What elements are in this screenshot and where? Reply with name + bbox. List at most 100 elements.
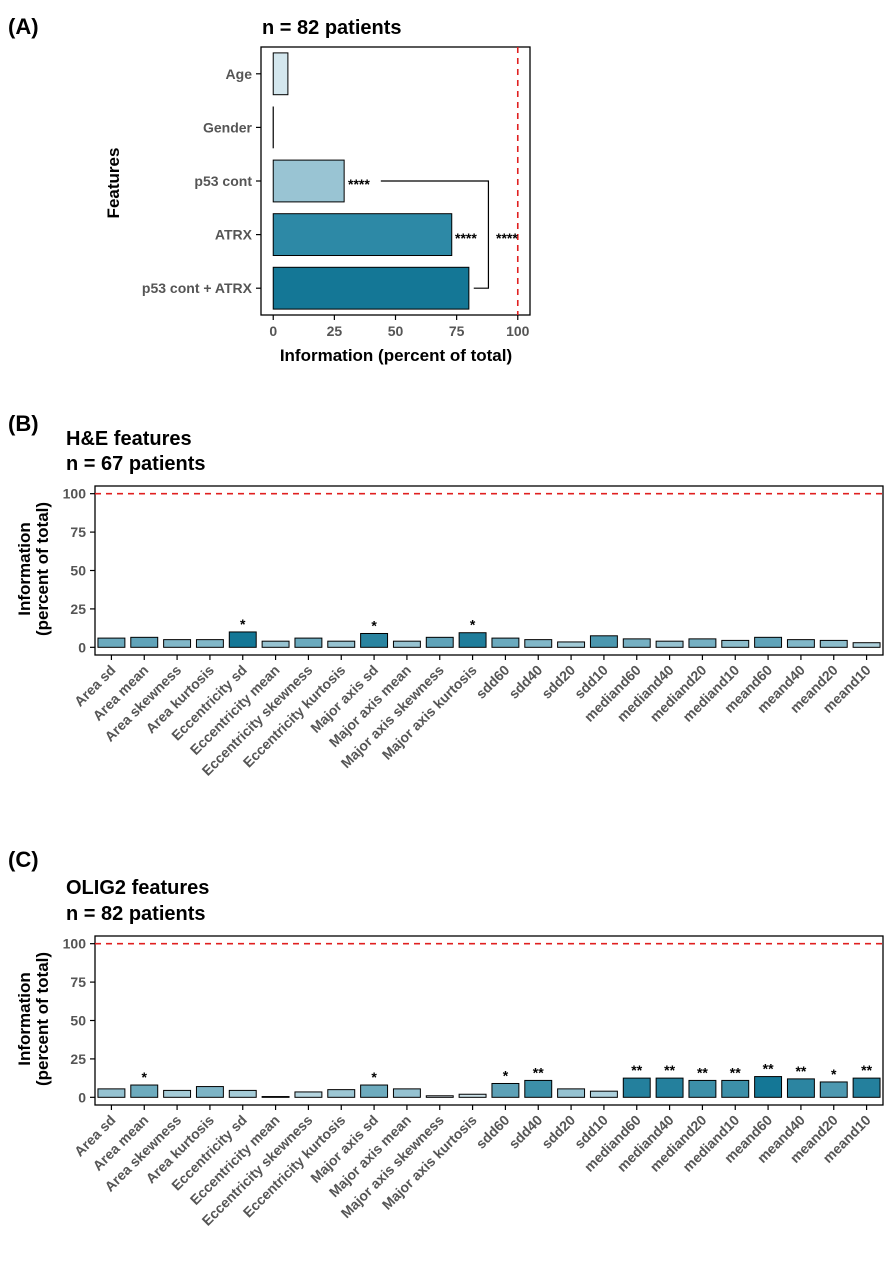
- panel-c-bar-major-axis-mean: [392, 1088, 421, 1098]
- panel-c-significance-sdd40: **: [533, 1064, 544, 1080]
- panel-b-bar-sdd10: [589, 635, 618, 648]
- panel-c-bar-area-skewness: [163, 1089, 192, 1098]
- panel-b-y-axis-title-line1: Information: [15, 522, 34, 616]
- panel-c-bar-area-kurtosis: [195, 1086, 224, 1098]
- panel-b-bar-sdd60: [491, 637, 520, 648]
- panel-a-y-axis-title: Features: [104, 148, 123, 219]
- panel-b-bar-meand40: [786, 639, 815, 648]
- panel-c-bar-meand10: [852, 1077, 881, 1098]
- panel-c-significance-sdd60: *: [503, 1067, 509, 1083]
- panel-c-title: OLIG2 features: [66, 877, 209, 899]
- panel-c-y-axis-title: Information (percent of total): [15, 952, 52, 1086]
- panel-c-bar-sdd10: [589, 1090, 618, 1098]
- panel-c-significance-meand10: **: [861, 1062, 872, 1078]
- panel-b-y-tick-label: 0: [78, 639, 86, 655]
- panel-c-bar-area-sd: [97, 1088, 126, 1098]
- panel-c-bar-meand60: [754, 1076, 783, 1098]
- panel-b-y-tick-label: 50: [70, 563, 86, 579]
- panel-c-bar-mediand40: [655, 1077, 684, 1098]
- panel-c-bar-mediand10: [721, 1079, 750, 1098]
- panel-c-y-tick-label: 0: [78, 1089, 86, 1105]
- panel-c-significance-major-axis-sd: *: [371, 1069, 377, 1085]
- panel-c-significance-area-mean: *: [142, 1069, 148, 1085]
- panel-b-bar-meand10: [852, 642, 881, 648]
- panel-b-bar-mediand20: [688, 638, 717, 648]
- panel-b-bar-area-sd: [97, 637, 126, 648]
- panel-c-significance-meand20: *: [831, 1066, 837, 1082]
- panel-b-bar-major-axis-skewness: [425, 636, 454, 648]
- panel-c-significance-mediand40: **: [664, 1062, 675, 1078]
- panel-a-bar-p53-cont-atrx: [272, 266, 470, 310]
- panel-c-bar-sdd20: [557, 1088, 586, 1098]
- panel-a-bar-atrx: [272, 213, 453, 257]
- panel-c-significance-mediand10: **: [730, 1064, 741, 1080]
- panel-c-bar-major-axis-kurtosis: [458, 1093, 487, 1098]
- panel-a-x-tick-label: 100: [506, 323, 530, 339]
- panel-b-significance-major-axis-kurtosis: *: [470, 617, 476, 633]
- panel-c-y-axis-title-line1: Information: [15, 972, 34, 1066]
- panel-b-bar-mediand60: [622, 638, 651, 648]
- panel-c-y-tick-label: 75: [70, 974, 86, 990]
- panel-c-significance-mediand20: **: [697, 1064, 708, 1080]
- panel-c-subtitle: n = 82 patients: [66, 903, 206, 925]
- panel-c-bar-major-axis-sd: [360, 1084, 389, 1098]
- panel-b-bar-eccentricity-skewness: [294, 637, 323, 648]
- panel-b-y-axis-title-line2: (percent of total): [33, 502, 52, 636]
- panel-c-x-tick-label: sdd40: [505, 1112, 545, 1152]
- panel-c-significance-meand40: **: [795, 1063, 806, 1079]
- panel-c-bar-area-mean: [130, 1084, 159, 1098]
- panel-c-significance-mediand60: **: [631, 1062, 642, 1078]
- panel-c-bar-major-axis-skewness: [425, 1095, 454, 1098]
- panel-c-y-tick-label: 50: [70, 1013, 86, 1029]
- panel-a-bracket-significance: ****: [496, 230, 518, 246]
- panel-a-y-tick-label: Age: [226, 66, 253, 82]
- panel-label-c: (C): [8, 847, 39, 872]
- panel-b-bar-area-skewness: [163, 639, 192, 648]
- panel-a-comparison-bracket: [380, 180, 490, 289]
- panel-a-x-tick-label: 75: [449, 323, 465, 339]
- panel-a-p53-significance: ****: [348, 176, 370, 192]
- panel-label-b: (B): [8, 411, 39, 436]
- panel-c-bar-sdd40: [524, 1079, 553, 1098]
- panel-a-x-axis-title: Information (percent of total): [280, 346, 512, 365]
- panel-c-x-tick-label: sdd20: [538, 1112, 578, 1152]
- panel-a-y-tick-label: ATRX: [215, 227, 253, 243]
- panel-a-y-tick-label: p53 cont + ATRX: [142, 280, 253, 296]
- panel-b-x-tick-label: sdd40: [505, 662, 545, 702]
- panel-b-bar-eccentricity-sd: [228, 631, 257, 648]
- panel-a-atrx-significance: ****: [455, 230, 477, 246]
- panel-b-bar-area-kurtosis: [195, 639, 224, 648]
- panel-b-y-tick-label: 25: [70, 601, 86, 617]
- panel-c-x-tick-label: sdd60: [473, 1112, 513, 1152]
- panel-b-bar-major-axis-mean: [392, 640, 421, 648]
- panel-b-y-tick-label: 100: [63, 486, 87, 502]
- panel-c-bar-sdd60: [491, 1082, 520, 1098]
- panel-b-subtitle: n = 67 patients: [66, 453, 206, 475]
- panel-label-a: (A): [8, 14, 39, 39]
- panel-b-bar-mediand40: [655, 640, 684, 648]
- panel-c-bar-eccentricity-skewness: [294, 1091, 323, 1098]
- panel-a-x-tick-label: 25: [327, 323, 343, 339]
- panel-b-bar-sdd40: [524, 639, 553, 648]
- panel-b-bar-meand20: [819, 639, 848, 648]
- panel-c-bar-eccentricity-mean: [261, 1096, 290, 1098]
- panel-c-bar-eccentricity-kurtosis: [327, 1089, 356, 1098]
- panel-a-y-tick-label: Gender: [203, 119, 253, 135]
- panel-c-y-axis-title-line2: (percent of total): [33, 952, 52, 1086]
- panel-a-y-tick-label: p53 cont: [194, 173, 252, 189]
- panel-a-bar-age: [272, 52, 289, 96]
- panel-c-bar-meand20: [819, 1081, 848, 1098]
- panel-b-significance-eccentricity-sd: *: [240, 616, 246, 632]
- panel-c-bar-eccentricity-sd: [228, 1089, 257, 1098]
- panel-b-y-axis-title: Information (percent of total): [15, 502, 52, 636]
- panel-c-y-tick-label: 100: [63, 936, 87, 952]
- panel-c-bar-mediand60: [622, 1077, 651, 1098]
- panel-b-bar-area-mean: [130, 636, 159, 648]
- panel-b-x-tick-label: sdd20: [538, 662, 578, 702]
- panel-b-significance-major-axis-sd: *: [371, 617, 377, 633]
- panel-a-marks: 0 25 50 75 100 Age Gender p53 cont ATRX p53 cont …: [142, 47, 530, 339]
- panel-a-x-tick-label: 50: [388, 323, 404, 339]
- panel-b-title: H&E features: [66, 428, 192, 450]
- panel-b-bar-mediand10: [721, 639, 750, 648]
- panel-c-bar-meand40: [786, 1078, 815, 1098]
